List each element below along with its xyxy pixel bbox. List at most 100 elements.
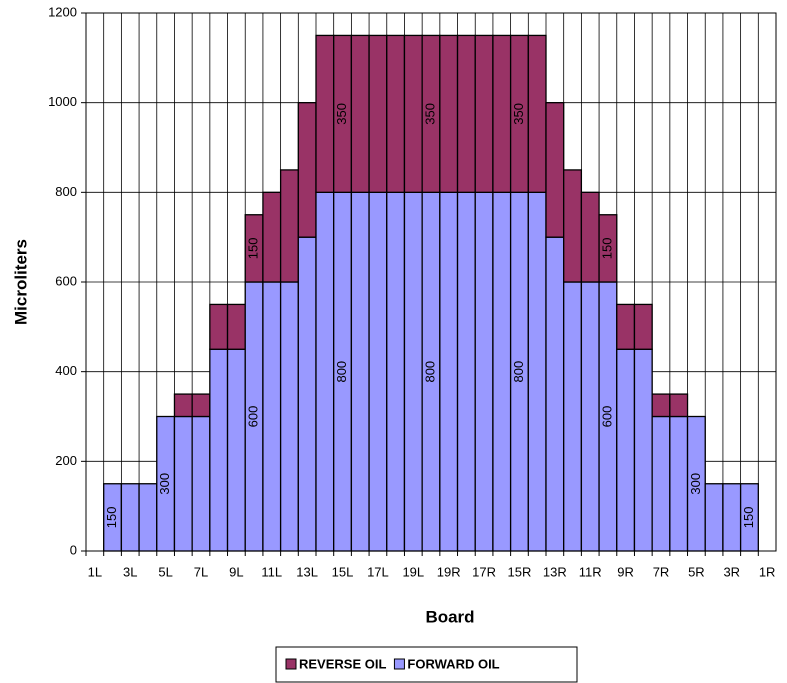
bar-segment xyxy=(368,34,388,193)
bar-segment xyxy=(616,303,636,350)
y-tick-label: 1200 xyxy=(48,4,77,19)
legend-swatch xyxy=(285,658,297,670)
x-tick-label: 13R xyxy=(543,564,567,579)
x-tick-label: 7R xyxy=(653,564,670,579)
y-tick-label: 1000 xyxy=(48,94,77,109)
x-tick-label: 9L xyxy=(229,564,243,579)
bar-segment xyxy=(315,34,335,193)
x-tick-label: 13L xyxy=(296,564,318,579)
bar-segment xyxy=(191,415,211,552)
bar-segment xyxy=(173,393,193,418)
x-tick-label: 11R xyxy=(579,564,602,579)
bar-segment xyxy=(616,348,636,552)
plot-border xyxy=(85,12,777,552)
data-label: 300 xyxy=(157,473,172,495)
data-label: 350 xyxy=(334,103,349,125)
x-tick-label: 15L xyxy=(332,564,354,579)
bar-segment xyxy=(209,303,229,350)
bar-segment xyxy=(262,281,282,552)
bar-segment xyxy=(297,236,317,552)
x-tick-label: 9R xyxy=(617,564,634,579)
x-axis-title: Board xyxy=(425,607,474,626)
x-tick-label: 15R xyxy=(508,564,532,579)
y-tick-label: 600 xyxy=(55,273,77,288)
x-tick-label: 5R xyxy=(688,564,705,579)
bar-segment xyxy=(403,191,423,552)
x-tick-label: 3R xyxy=(723,564,740,579)
legend-box xyxy=(275,646,578,683)
data-label: 600 xyxy=(246,406,261,428)
data-label: 150 xyxy=(104,507,119,529)
bar-segment xyxy=(456,34,476,193)
y-tick-label: 400 xyxy=(55,363,77,378)
bar-segment xyxy=(580,281,600,552)
bar-segment xyxy=(633,348,653,552)
bar-segment xyxy=(669,393,689,418)
bar-segment xyxy=(492,34,512,193)
bar-segment xyxy=(545,236,565,552)
bar-segment xyxy=(527,191,547,552)
y-tick-label: 800 xyxy=(55,184,77,199)
bar-segment xyxy=(350,191,370,552)
bar-segment xyxy=(704,483,724,552)
bar-segment xyxy=(633,303,653,350)
bar-segment xyxy=(226,303,246,350)
bar-segment xyxy=(386,191,406,552)
data-label: 800 xyxy=(422,361,437,383)
bar-segment xyxy=(209,348,229,552)
bar-segment xyxy=(669,415,689,552)
bar-segment xyxy=(191,393,211,418)
x-tick-label: 19R xyxy=(437,564,461,579)
bar-segment xyxy=(474,191,494,552)
x-tick-label: 19L xyxy=(402,564,424,579)
bar-segment xyxy=(350,34,370,193)
bar-segment xyxy=(279,281,299,552)
bar-segment xyxy=(386,34,406,193)
bar-segment xyxy=(439,34,459,193)
x-tick-label: 11L xyxy=(261,564,282,579)
data-label: 150 xyxy=(246,238,261,260)
data-label: 800 xyxy=(511,361,526,383)
bar-segment xyxy=(297,102,317,238)
bar-segment xyxy=(651,393,671,418)
data-label: 300 xyxy=(688,473,703,495)
data-label: 150 xyxy=(599,238,614,260)
x-tick-label: 1L xyxy=(88,564,102,579)
data-label: 800 xyxy=(334,361,349,383)
y-axis-title: Microliters xyxy=(11,239,30,325)
y-tick-label: 0 xyxy=(70,542,77,557)
bar-segment xyxy=(580,191,600,283)
bar-segment xyxy=(439,191,459,552)
x-tick-label: 17L xyxy=(367,564,389,579)
y-tick-label: 200 xyxy=(55,453,77,468)
x-tick-label: 5L xyxy=(158,564,172,579)
bar-segment xyxy=(120,483,140,552)
bar-segment xyxy=(527,34,547,193)
bar-segment xyxy=(368,191,388,552)
bar-segment xyxy=(598,214,618,283)
x-tick-label: 1R xyxy=(759,564,776,579)
bar-segment xyxy=(474,34,494,193)
x-tick-label: 17R xyxy=(472,564,496,579)
data-label: 150 xyxy=(741,507,756,529)
bar-segment xyxy=(563,169,583,283)
data-label: 350 xyxy=(422,103,437,125)
bar-segment xyxy=(226,348,246,552)
x-tick-label: 3L xyxy=(123,564,137,579)
bar-segment xyxy=(138,483,158,552)
bar-segment xyxy=(545,102,565,238)
bar-segment xyxy=(403,34,423,193)
bar-segment xyxy=(315,191,335,552)
bar-segment xyxy=(456,191,476,552)
bar-segment xyxy=(279,169,299,283)
bar-segment xyxy=(563,281,583,552)
bar-segment xyxy=(262,191,282,283)
bar-segment xyxy=(722,483,742,552)
bar-segment xyxy=(492,191,512,552)
bar-segment xyxy=(651,415,671,552)
legend-text: REVERSE OIL xyxy=(299,656,386,671)
data-label: 350 xyxy=(511,103,526,125)
bar-segment xyxy=(173,415,193,552)
data-label: 600 xyxy=(599,406,614,428)
